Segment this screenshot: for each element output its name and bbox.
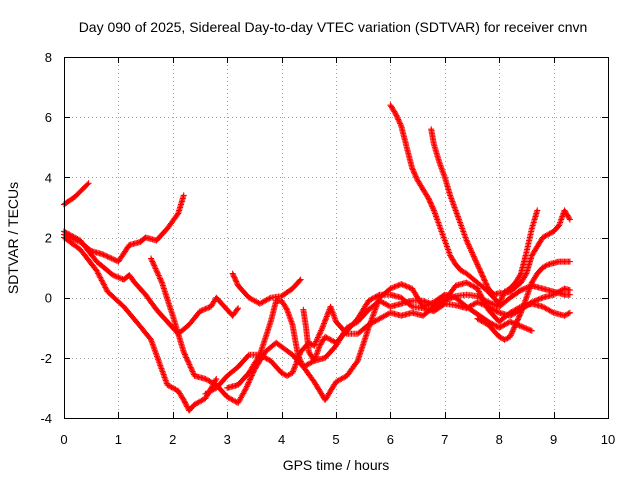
- x-tick-label: 8: [496, 432, 503, 447]
- series-markers: [474, 258, 573, 343]
- plot-frame: [64, 57, 609, 419]
- y-tick-label: -2: [40, 351, 52, 366]
- series-markers: [300, 282, 573, 364]
- x-tick-label: 9: [550, 432, 557, 447]
- y-tick-label: 4: [45, 170, 52, 185]
- x-tick-label: 10: [601, 432, 615, 447]
- data-series-12: [474, 258, 573, 343]
- y-tick-label: 0: [45, 291, 52, 306]
- series-markers: [428, 126, 573, 298]
- x-tick-label: 4: [278, 432, 285, 447]
- x-tick-label: 7: [441, 432, 448, 447]
- data-series-10: [387, 102, 541, 307]
- grid: [64, 57, 608, 418]
- x-tick-label: 3: [224, 432, 231, 447]
- x-tick-label: 5: [332, 432, 339, 447]
- y-tick-label: 8: [45, 50, 52, 65]
- y-axis-label: SDTVAR / TECUs: [5, 182, 21, 294]
- data-series-11: [428, 126, 573, 298]
- y-tick-label: 2: [45, 231, 52, 246]
- x-axis-label: GPS time / hours: [283, 457, 390, 473]
- data-series-7: [229, 270, 304, 307]
- x-tick-label: 1: [115, 432, 122, 447]
- series-markers: [229, 270, 304, 307]
- data-series-9: [300, 282, 573, 364]
- series-markers: [387, 102, 541, 307]
- y-tick-label: -4: [40, 411, 52, 426]
- x-tick-label: 6: [387, 432, 394, 447]
- x-tick-label: 2: [169, 432, 176, 447]
- chart-title: Day 090 of 2025, Sidereal Day-to-day VTE…: [79, 19, 588, 35]
- y-tick-label: 6: [45, 110, 52, 125]
- x-tick-label: 0: [60, 432, 67, 447]
